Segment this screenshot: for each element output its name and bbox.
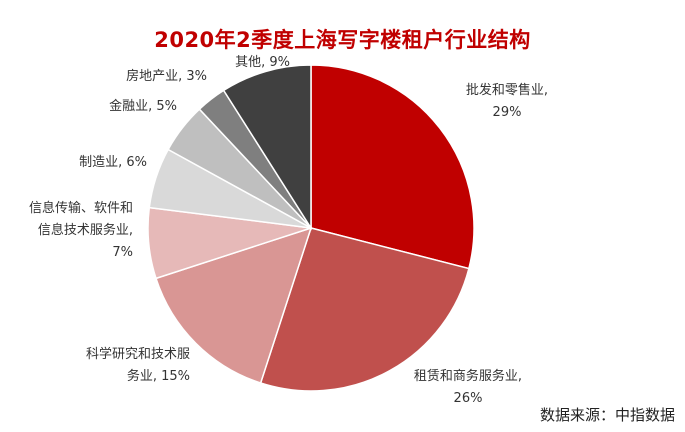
slice-label-line: 金融业, 5% [109, 99, 177, 114]
slice-label-0: 批发和零售业, 29% [452, 80, 562, 124]
slice-label-line: 租赁和商务服务业, [413, 369, 523, 384]
slice-label-line: 29% [492, 105, 522, 120]
slice-label-line: 信息传输、软件和 [28, 201, 133, 216]
slice-label-6: 房地产业, 3% [62, 66, 207, 88]
slice-label-5: 金融业, 5% [50, 96, 177, 118]
slice-label-7: 其他, 9% [200, 52, 290, 74]
slice-label-line: 房地产业, 3% [126, 69, 207, 84]
slice-label-line: 务业, 15% [126, 369, 190, 384]
slice-label-1: 租赁和商务服务业, 26% [388, 366, 548, 410]
slice-label-line: 信息技术服务业, [37, 223, 133, 238]
slice-label-line: 7% [112, 245, 133, 260]
pie-slice-1 [259, 227, 470, 392]
slice-label-line: 制造业, 6% [79, 155, 147, 170]
slice-label-line: 科学研究和技术服 [85, 347, 190, 362]
pie-slice-7 [222, 64, 312, 231]
data-source: 数据来源：中指数据 [539, 406, 675, 424]
slice-label-4: 制造业, 6% [20, 152, 147, 174]
slice-label-2: 科学研究和技术服务业, 15% [40, 344, 190, 388]
chart-title: 2020年2季度上海写字楼租户行业结构 [154, 28, 531, 52]
slice-label-line: 其他, 9% [235, 55, 290, 70]
slice-label-line: 批发和零售业, [465, 83, 549, 98]
pie-slice-2 [155, 226, 313, 384]
pie-slice-0 [310, 64, 475, 270]
slice-label-line: 26% [453, 391, 483, 406]
slice-label-3: 信息传输、软件和信息技术服务业, 7% [0, 198, 133, 264]
